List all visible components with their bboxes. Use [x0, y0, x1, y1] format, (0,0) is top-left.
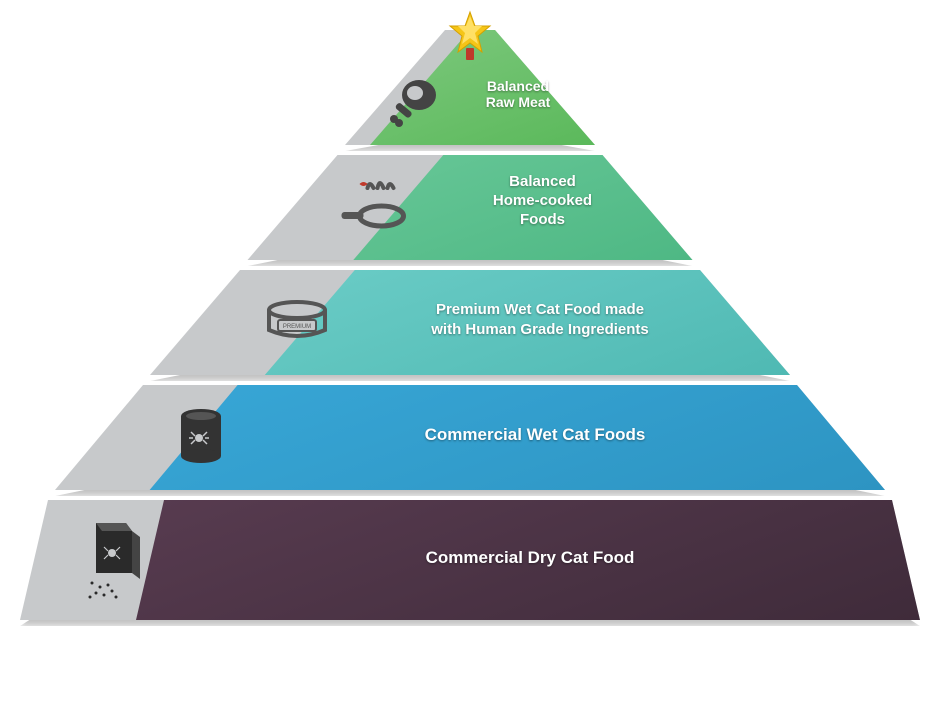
tier-label-1: Commercial Dry Cat Food — [180, 548, 880, 568]
tier-raw-meat: Balanced Raw Meat — [345, 30, 595, 145]
tier-home-cooked: Balanced Home-cooked Foods — [248, 155, 693, 260]
tier-commercial-wet: Commercial Wet Cat Foods — [55, 385, 885, 490]
tier-label-4: Balanced Home-cooked Foods — [453, 173, 633, 229]
tier-label-3: Premium Wet Cat Food made with Human Gra… — [350, 300, 730, 341]
meat-leg-icon — [385, 75, 443, 133]
bag-icon — [82, 515, 154, 605]
tier-premium-wet: PREMIUM Premium Wet Cat Food made with H… — [150, 270, 790, 375]
svg-text:PREMIUM: PREMIUM — [283, 324, 311, 330]
frying-pan-icon — [340, 176, 414, 240]
can-premium-icon: PREMIUM — [260, 298, 334, 348]
star-icon — [448, 10, 492, 65]
tier-commercial-dry: Commercial Dry Cat Food — [20, 500, 920, 620]
tier-label-5: Balanced Raw Meat — [463, 78, 573, 110]
food-pyramid: Balanced Raw Meat Balanced Home-cooked F… — [20, 30, 920, 710]
tier-label-2: Commercial Wet Cat Foods — [245, 425, 825, 445]
can-plain-icon — [173, 406, 229, 470]
